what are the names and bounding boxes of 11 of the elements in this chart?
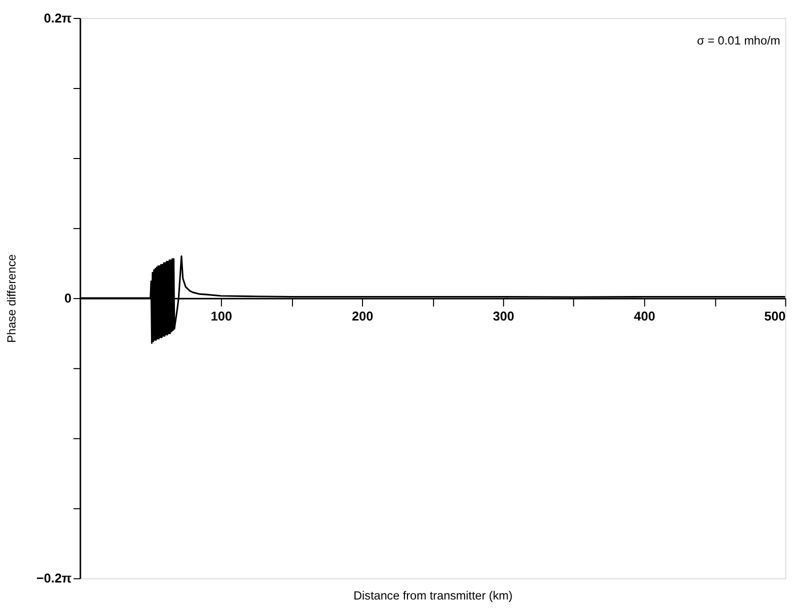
x-tick-label: 100 — [210, 308, 232, 324]
y-axis-title: Phase difference — [4, 254, 19, 343]
y-tick-label: −0.2π — [36, 570, 72, 586]
x-axis-title: Distance from transmitter (km) — [354, 588, 513, 602]
y-tick-label: 0 — [64, 290, 72, 306]
annotation: σ = 0.01 mho/m — [696, 34, 780, 48]
y-tick-label: 0.2π — [44, 10, 72, 26]
x-tick-label: 500 — [764, 308, 786, 324]
x-tick-label: 300 — [492, 308, 514, 324]
x-tick-label: 400 — [634, 308, 656, 324]
x-tick-label: 200 — [352, 308, 374, 324]
